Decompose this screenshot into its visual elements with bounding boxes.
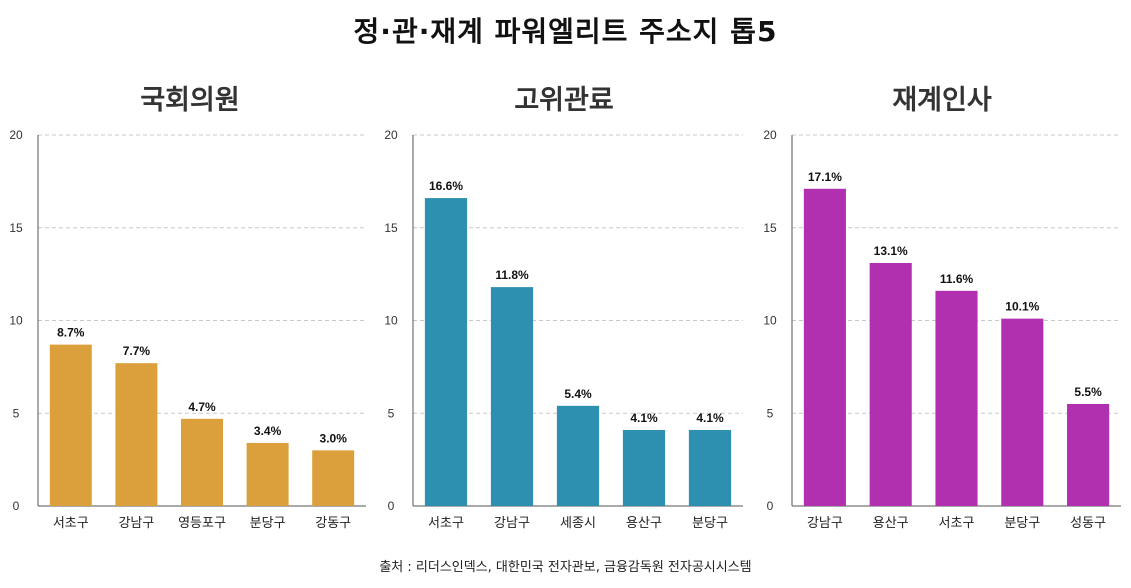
data-label: 13.1% — [874, 244, 908, 258]
y-tick-label: 10 — [763, 314, 777, 328]
category-label: 분당구 — [1004, 516, 1040, 531]
y-tick-label: 0 — [767, 499, 774, 513]
data-label: 4.7% — [188, 400, 216, 414]
data-label: 4.1% — [696, 411, 724, 425]
category-label: 용산구 — [873, 516, 909, 531]
y-tick-label: 10 — [9, 314, 23, 328]
category-label: 강남구 — [118, 516, 154, 531]
y-tick-label: 15 — [384, 221, 398, 235]
category-label: 세종시 — [560, 516, 596, 531]
data-label: 5.5% — [1074, 385, 1102, 399]
data-label: 5.4% — [564, 387, 592, 401]
y-tick-label: 20 — [9, 128, 23, 142]
y-tick-label: 5 — [388, 406, 395, 420]
y-tick-label: 0 — [388, 499, 395, 513]
bar — [115, 363, 158, 506]
bar — [490, 287, 534, 506]
category-label: 강남구 — [807, 516, 843, 531]
category-label: 강남구 — [494, 516, 530, 531]
category-label: 분당구 — [250, 516, 286, 531]
y-tick-label: 20 — [763, 128, 777, 142]
data-label: 16.6% — [429, 179, 463, 193]
y-tick-label: 0 — [13, 499, 20, 513]
bar — [246, 442, 289, 506]
page-title: 정·관·재계 파워엘리트 주소지 톱5 — [353, 15, 778, 48]
bar — [556, 405, 600, 506]
panel-title: 국회의원 — [140, 85, 239, 116]
bar — [869, 262, 912, 506]
panel-title: 재계인사 — [892, 85, 992, 116]
category-label: 서초구 — [428, 516, 464, 531]
data-label: 7.7% — [123, 344, 151, 358]
category-label: 서초구 — [53, 516, 89, 531]
category-label: 영등포구 — [178, 516, 226, 531]
category-label: 서초구 — [939, 516, 975, 531]
y-tick-label: 10 — [384, 314, 398, 328]
bar — [935, 290, 978, 506]
bar — [49, 344, 92, 506]
data-label: 3.4% — [254, 424, 282, 438]
data-label: 11.6% — [940, 272, 974, 286]
data-label: 17.1% — [808, 170, 842, 184]
y-tick-label: 20 — [384, 128, 398, 142]
category-label: 용산구 — [626, 516, 662, 531]
source-note: 출처 : 리더스인덱스, 대한민국 전자관보, 금융감독원 전자공시시스템 — [379, 560, 752, 575]
data-label: 10.1% — [1005, 300, 1039, 314]
bar — [181, 418, 223, 506]
panel-title: 고위관료 — [514, 85, 613, 116]
bar — [1001, 318, 1044, 506]
y-tick-label: 15 — [763, 221, 777, 235]
bar — [803, 188, 846, 507]
data-label: 3.0% — [320, 431, 348, 445]
bar — [312, 450, 355, 506]
bar — [688, 429, 732, 506]
bar — [424, 198, 468, 506]
bar — [622, 429, 666, 506]
data-label: 8.7% — [57, 326, 85, 340]
bar — [1067, 403, 1110, 506]
category-label: 분당구 — [692, 516, 728, 531]
y-tick-label: 15 — [9, 221, 23, 235]
y-tick-label: 5 — [13, 406, 20, 420]
category-label: 강동구 — [315, 516, 351, 531]
data-label: 4.1% — [630, 411, 658, 425]
category-label: 성동구 — [1070, 516, 1106, 531]
y-tick-label: 5 — [767, 406, 774, 420]
data-label: 11.8% — [495, 268, 529, 282]
